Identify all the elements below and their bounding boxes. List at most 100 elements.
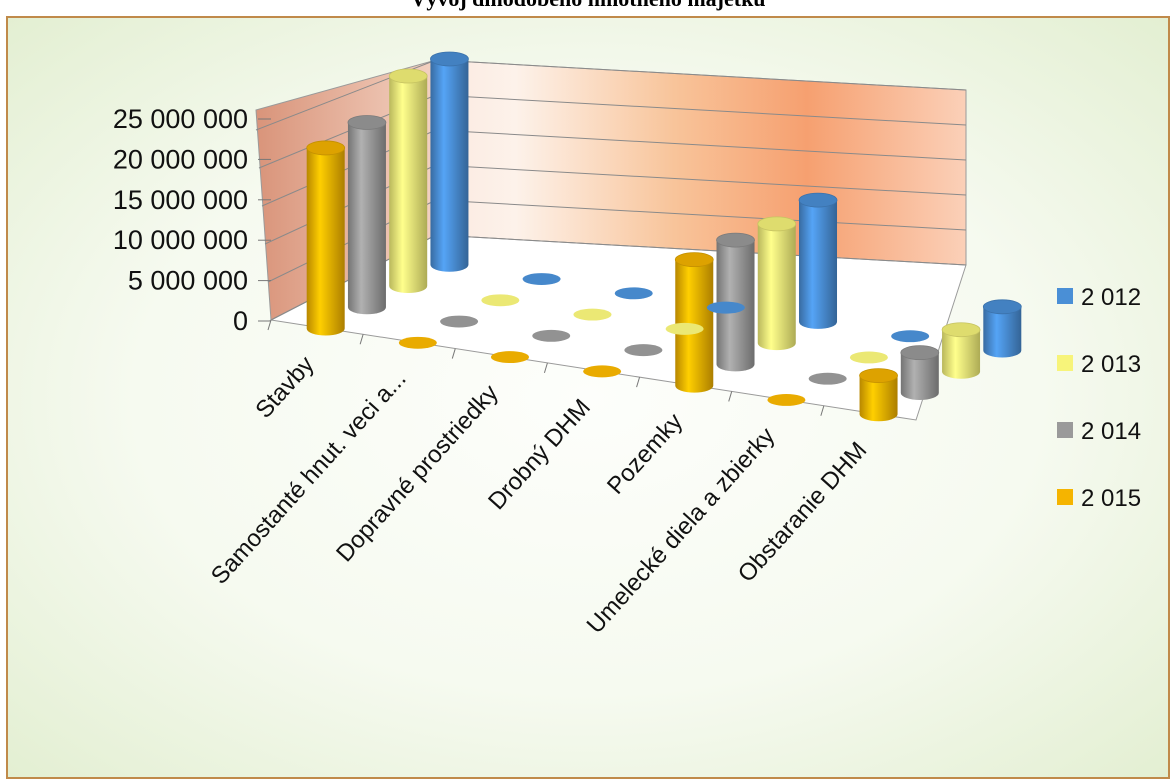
bar-zero	[490, 351, 529, 364]
bar-zero	[808, 372, 847, 385]
legend-swatch	[1057, 355, 1073, 371]
y-tick-label: 25 000 000	[113, 104, 248, 134]
bar-zero	[849, 351, 888, 364]
bar	[767, 393, 806, 406]
bar	[522, 273, 561, 286]
bar-body	[389, 69, 428, 294]
bar	[674, 252, 714, 393]
x-tick-mark	[728, 391, 733, 402]
bar	[481, 294, 520, 307]
bar-zero	[532, 329, 571, 342]
bar	[583, 365, 622, 378]
bar-zero	[440, 315, 479, 328]
gridline-back	[435, 94, 967, 126]
x-tick-mark	[359, 334, 364, 345]
legend-label: 2 015	[1081, 485, 1141, 512]
gridline-back	[435, 234, 967, 266]
bar-zero	[706, 301, 745, 314]
bar	[982, 299, 1022, 358]
bar-zero	[614, 287, 653, 300]
x-tick-mark	[267, 319, 272, 331]
x-category-label: Umelecké diela a zbierky	[582, 423, 781, 639]
bar-top	[674, 252, 714, 268]
bar-zero	[665, 322, 704, 335]
y-tick-label: 20 000 000	[113, 144, 248, 174]
bar-top	[347, 115, 387, 130]
bar	[388, 68, 428, 294]
bar-top	[798, 192, 838, 208]
bar-top	[859, 368, 898, 383]
x-tick-mark	[820, 405, 825, 416]
bar-body	[757, 216, 796, 351]
legend-swatch	[1057, 288, 1073, 304]
y-axis-ticks: 25 000 000 20 000 000 15 000 000 10 000 000…	[113, 104, 271, 336]
bar	[614, 287, 653, 300]
bar	[532, 329, 571, 342]
x-tick-mark	[636, 376, 641, 388]
bar-body	[942, 322, 981, 379]
x-tick-mark	[543, 362, 548, 374]
bar	[430, 51, 469, 272]
bar-top	[941, 322, 981, 338]
bar-zero	[583, 365, 622, 378]
chart-title: Vývoj dlhodobého hmotného majetku	[0, 0, 1176, 12]
legend-swatch	[1057, 489, 1073, 505]
back-wall	[435, 59, 967, 266]
y-tick-label: 15 000 000	[113, 185, 248, 215]
bar	[859, 368, 898, 422]
bar-body	[675, 252, 714, 393]
bar	[941, 322, 981, 379]
bar	[665, 322, 704, 335]
bar	[891, 330, 930, 343]
bar-zero	[624, 344, 663, 357]
bar	[849, 351, 888, 364]
bar-body	[347, 115, 386, 315]
bar	[808, 372, 847, 385]
bar-top	[430, 51, 469, 67]
bar-body	[799, 193, 838, 329]
bar-top	[388, 68, 428, 84]
x-category-label: Drobný DHM	[483, 394, 596, 515]
gridline-back	[435, 164, 967, 196]
bar-body	[983, 299, 1022, 358]
bar	[716, 232, 755, 372]
x-category-label: Samostanté hnut. veci a...	[206, 365, 412, 589]
y-tick-label: 10 000 000	[113, 225, 248, 255]
bar-zero	[522, 273, 561, 286]
bar-zero	[891, 330, 930, 343]
x-tick-mark	[451, 348, 456, 359]
bar	[757, 216, 797, 351]
bar	[706, 301, 745, 314]
bar-body	[306, 140, 345, 336]
y-tick-label: 5 000 000	[128, 266, 248, 296]
gridline-back	[435, 129, 967, 161]
bar	[440, 315, 479, 328]
bar	[573, 308, 612, 321]
bar	[900, 345, 940, 400]
legend-label: 2 013	[1081, 351, 1141, 378]
bars	[306, 51, 1022, 422]
bar-top	[900, 345, 940, 361]
legend: 2 012 2 013 2 014 2 015	[1057, 284, 1141, 512]
legend-label: 2 014	[1081, 418, 1141, 445]
bar	[798, 192, 838, 329]
bar-top	[982, 299, 1022, 315]
x-category-label: Stavby	[250, 351, 319, 424]
bar-top	[716, 232, 755, 248]
x-category-label: Pozemky	[602, 408, 688, 499]
bar-zero	[767, 393, 806, 406]
bar-top	[306, 140, 346, 156]
gridline-back	[435, 199, 967, 231]
bar-zero	[573, 308, 612, 321]
bar-top	[757, 216, 797, 232]
bar	[624, 344, 663, 357]
bar	[398, 336, 437, 349]
legend-label: 2 012	[1081, 284, 1141, 311]
y-tick-label: 0	[233, 306, 248, 336]
bar	[306, 140, 346, 336]
bar-zero	[481, 294, 520, 307]
bar	[490, 351, 529, 364]
gridline-back	[435, 59, 967, 91]
legend-swatch	[1057, 422, 1073, 438]
